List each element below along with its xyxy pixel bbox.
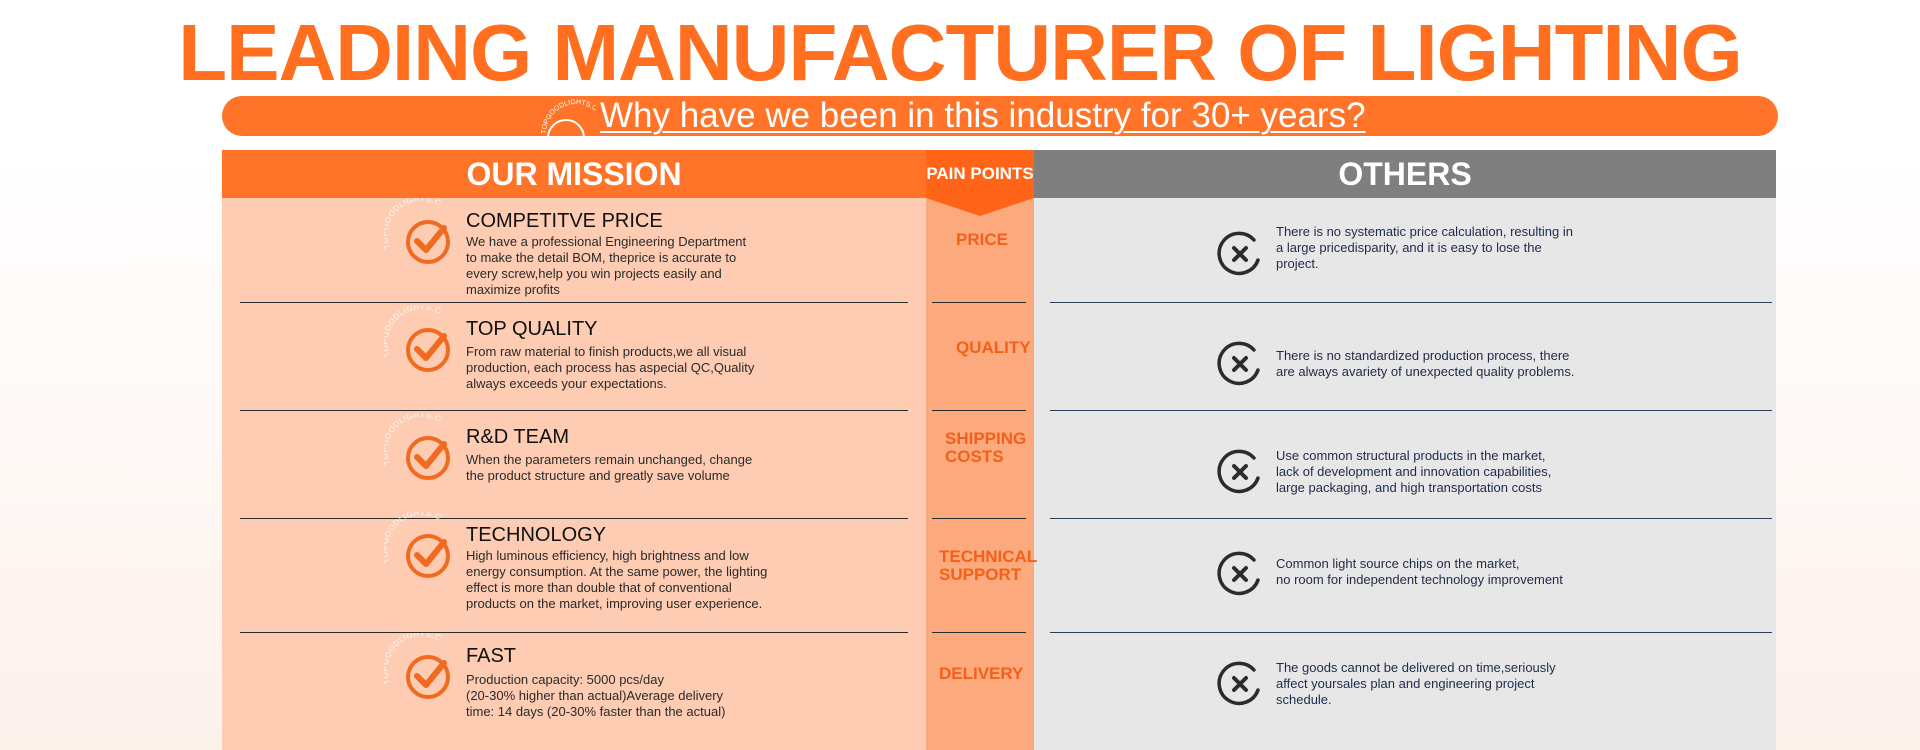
mission-item-title: R&D TEAM	[466, 426, 569, 448]
mission-item-title: TOP QUALITY	[466, 318, 598, 340]
mission-item-description: When the parameters remain unchanged, ch…	[466, 452, 753, 483]
pain-row-divider	[932, 632, 1026, 633]
mission-item-description: From raw material to finish products,we …	[466, 344, 755, 391]
x-circle-icon	[1217, 341, 1260, 386]
x-circle-icon	[1217, 449, 1260, 494]
subtitle: Why have we been in this industry for 30…	[600, 96, 1366, 135]
x-circle-icon	[1217, 231, 1260, 276]
others-row-divider	[1050, 518, 1772, 519]
pain-point-label: SHIPPING COSTS	[945, 429, 1027, 466]
others-row-divider	[1050, 302, 1772, 303]
pain-points-arrow	[926, 198, 1034, 216]
pain-row-divider	[932, 518, 1026, 519]
check-circle-icon: TOPGOODLIGHTS.COM	[384, 512, 450, 578]
svg-text:TOPGOODLIGHTS.COM: TOPGOODLIGHTS.COM	[541, 99, 596, 134]
others-item-description: The goods cannot be delivered on time,se…	[1276, 660, 1556, 707]
others-item-description: There is no standardized production proc…	[1276, 348, 1575, 379]
mission-item-description: We have a professional Engineering Depar…	[466, 234, 747, 297]
mission-row-divider	[240, 518, 908, 519]
others-row-divider	[1050, 632, 1772, 633]
mission-item-title: TECHNOLOGY	[466, 524, 607, 546]
pain-row-divider	[932, 302, 1026, 303]
x-circle-icon	[1217, 661, 1260, 706]
mission-column: OUR MISSION	[222, 150, 926, 750]
mission-item-title: COMPETITVE PRICE	[466, 210, 663, 232]
mission-row-divider	[240, 302, 908, 303]
pain-points-header: PAIN POINTS	[926, 150, 1034, 198]
check-circle-icon: TOPGOODLIGHTS.COM	[384, 633, 450, 699]
pain-point-label: PRICE	[956, 230, 1008, 249]
mission-header: OUR MISSION	[222, 150, 926, 198]
others-item-description: There is no systematic price calculation…	[1276, 224, 1573, 271]
others-header: OTHERS	[1034, 150, 1776, 198]
mission-item-description: Production capacity: 5000 pcs/day (20-30…	[466, 672, 726, 719]
pain-point-label: QUALITY	[956, 338, 1031, 357]
pain-row-divider	[932, 410, 1026, 411]
x-circle-icon	[1217, 551, 1260, 596]
others-row-divider	[1050, 410, 1772, 411]
pain-point-label: TECHNICAL SUPPORT	[939, 547, 1038, 584]
mission-item-title: FAST	[466, 645, 517, 667]
brand-seal-icon: TOPGOODLIGHTS.COM	[541, 99, 596, 138]
page-title: LEADING MANUFACTURER OF LIGHTING	[178, 8, 1742, 97]
seal-watermark: TOPGOODLIGHTS.COM	[541, 99, 596, 134]
others-item-description: Use common structural products in the ma…	[1276, 448, 1552, 495]
mission-row-divider	[240, 410, 908, 411]
others-column: OTHERS	[1034, 150, 1776, 750]
mission-item-description: High luminous efficiency, high brightnes…	[466, 548, 768, 611]
check-circle-icon: TOPGOODLIGHTS.COM	[384, 198, 450, 264]
mission-row-divider	[240, 632, 908, 633]
others-item-description: Common light source chips on the market,…	[1276, 556, 1563, 587]
check-circle-icon: TOPGOODLIGHTS.COM	[384, 414, 450, 480]
pain-point-label: DELIVERY	[939, 664, 1024, 683]
subtitle-banner: TOPGOODLIGHTS.COM Why have we been in th…	[222, 96, 1778, 138]
pain-points-column: PAIN POINTS	[926, 150, 1034, 750]
check-circle-icon: TOPGOODLIGHTS.COM	[384, 306, 450, 372]
